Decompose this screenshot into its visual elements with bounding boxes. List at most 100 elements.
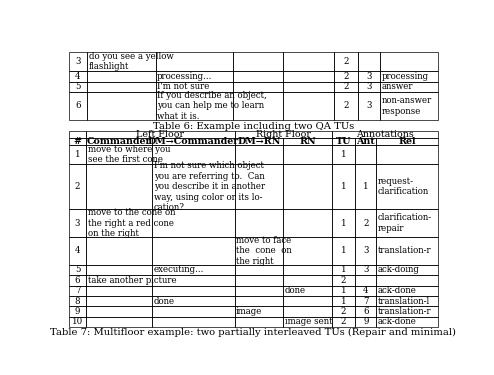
Text: If you describe an object,
you can help me to learn
what it is.: If you describe an object, you can help … (157, 91, 267, 121)
Bar (284, 71, 334, 82)
Bar (376, 275, 438, 285)
Text: 5: 5 (75, 82, 81, 92)
Bar (86, 275, 152, 285)
Bar (69, 306, 86, 317)
Text: ack-done: ack-done (378, 317, 417, 326)
Bar (86, 296, 152, 306)
Text: translation-l: translation-l (378, 297, 430, 306)
Text: 7: 7 (363, 297, 369, 306)
Text: 2: 2 (341, 276, 346, 285)
Text: non-answer
response: non-answer response (382, 96, 432, 116)
Bar (235, 237, 283, 265)
Bar (156, 52, 233, 71)
Bar (380, 92, 438, 120)
Bar (283, 306, 332, 317)
Bar (332, 275, 355, 285)
Bar (86, 209, 152, 237)
Text: Rel: Rel (398, 137, 416, 146)
Text: translation-r: translation-r (378, 307, 431, 316)
Bar (152, 164, 235, 209)
Bar (86, 145, 152, 164)
Text: do you see a yellow
flashlight: do you see a yellow flashlight (89, 52, 173, 72)
Text: 1: 1 (75, 150, 81, 159)
Bar (334, 52, 358, 71)
Bar (87, 71, 156, 82)
Bar (152, 306, 235, 317)
Bar (332, 306, 355, 317)
Text: RN: RN (299, 137, 316, 146)
Text: 4: 4 (75, 72, 81, 81)
Bar (376, 296, 438, 306)
Text: move to face
the  cone  on
the right: move to face the cone on the right (236, 236, 292, 266)
Bar (355, 275, 376, 285)
Text: 1: 1 (341, 266, 346, 274)
Text: 1: 1 (341, 286, 346, 295)
Bar (358, 92, 380, 120)
Bar (355, 285, 376, 296)
Bar (235, 275, 283, 285)
Text: take another picture: take another picture (88, 276, 176, 285)
Text: image sent: image sent (285, 317, 332, 326)
Bar (152, 145, 235, 164)
Bar (69, 275, 86, 285)
Bar (376, 138, 438, 145)
Bar (233, 52, 284, 71)
Text: Right Floor: Right Floor (256, 130, 311, 139)
Text: TU: TU (336, 137, 351, 146)
Bar (376, 285, 438, 296)
Bar (87, 92, 156, 120)
Text: 2: 2 (363, 219, 369, 228)
Bar (355, 265, 376, 275)
Bar (86, 306, 152, 317)
Bar (69, 164, 86, 209)
Bar (69, 138, 86, 145)
Text: 1: 1 (363, 182, 369, 191)
Text: done: done (285, 286, 306, 295)
Bar (69, 265, 86, 275)
Bar (156, 92, 233, 120)
Bar (87, 52, 156, 71)
Bar (69, 296, 86, 306)
Bar (358, 52, 380, 71)
Bar (332, 145, 355, 164)
Bar (376, 209, 438, 237)
Bar (332, 209, 355, 237)
Bar (69, 285, 86, 296)
Bar (69, 317, 86, 327)
Text: ack-done: ack-done (378, 286, 417, 295)
Bar (283, 296, 332, 306)
Text: processing: processing (382, 72, 429, 81)
Bar (69, 145, 86, 164)
Text: ack-doing: ack-doing (378, 266, 420, 274)
Text: 4: 4 (363, 286, 369, 295)
Text: move to where you
see the first cone: move to where you see the first cone (88, 145, 170, 164)
Bar (355, 209, 376, 237)
Text: 3: 3 (367, 72, 372, 81)
Text: 2: 2 (341, 317, 346, 326)
Text: 2: 2 (75, 182, 81, 191)
Text: 3: 3 (75, 219, 80, 228)
Bar (69, 92, 87, 120)
Bar (86, 138, 152, 145)
Bar (334, 82, 358, 92)
Bar (69, 209, 86, 237)
Bar (380, 71, 438, 82)
Bar (283, 275, 332, 285)
Bar (156, 71, 233, 82)
Bar (233, 71, 284, 82)
Bar (283, 138, 332, 145)
Bar (283, 237, 332, 265)
Text: 7: 7 (75, 286, 81, 295)
Text: move to the cone on
the right a red cone
on the right: move to the cone on the right a red cone… (88, 208, 175, 238)
Bar (355, 296, 376, 306)
Text: image: image (236, 307, 262, 316)
Text: 9: 9 (75, 307, 81, 316)
Bar (358, 82, 380, 92)
Bar (233, 92, 284, 120)
Text: 10: 10 (72, 317, 83, 326)
Text: 2: 2 (343, 82, 349, 92)
Bar (332, 138, 355, 145)
Bar (380, 82, 438, 92)
Text: 3: 3 (367, 82, 372, 92)
Bar (355, 145, 376, 164)
